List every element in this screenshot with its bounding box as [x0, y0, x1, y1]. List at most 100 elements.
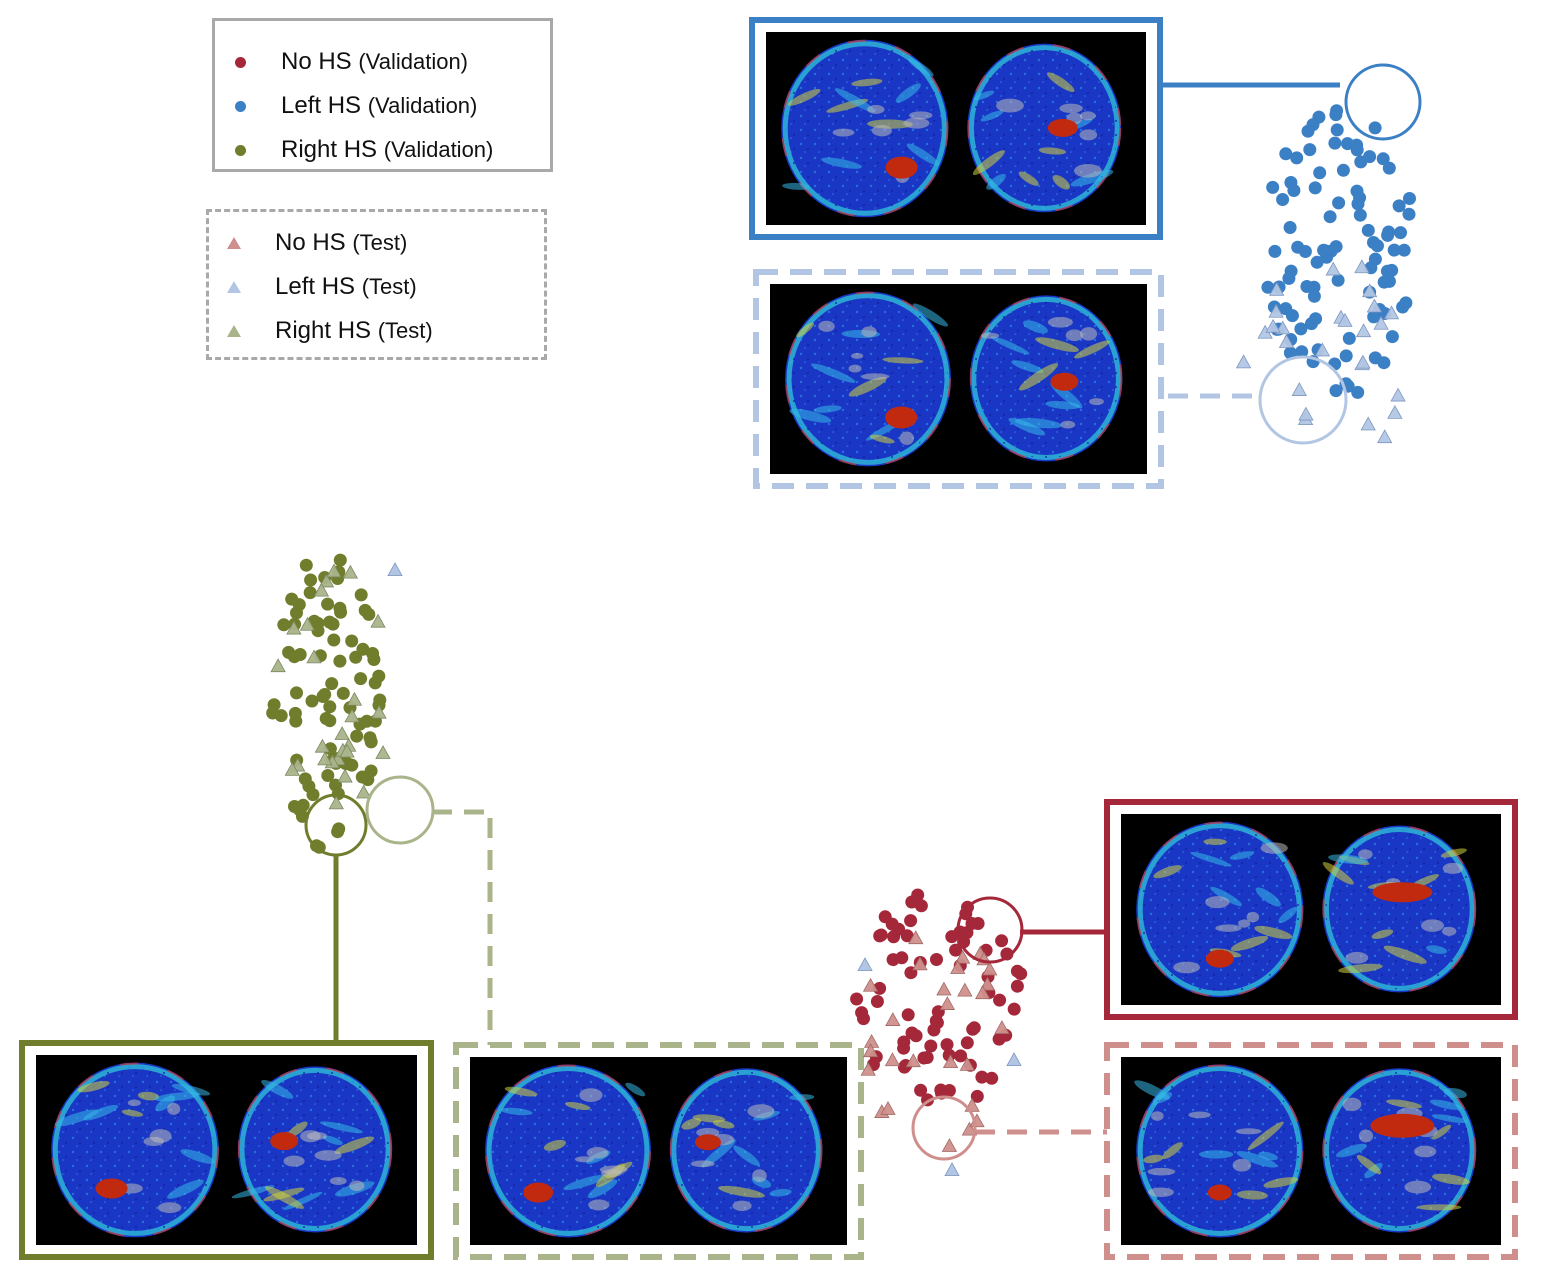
test-point	[317, 751, 333, 766]
validation-point	[1310, 255, 1324, 269]
test-point	[346, 691, 363, 706]
validation-point	[304, 573, 318, 587]
validation-point	[1361, 223, 1375, 237]
test-point	[1235, 354, 1252, 369]
validation-point	[1010, 964, 1024, 978]
validation-point	[1295, 345, 1309, 359]
validation-point	[277, 618, 291, 632]
test-point	[1269, 281, 1285, 296]
validation-point	[296, 798, 310, 812]
test-point	[1268, 303, 1284, 318]
validation-point	[299, 558, 313, 572]
test-point	[314, 738, 331, 753]
validation-point	[1382, 225, 1396, 239]
test-point	[1361, 283, 1378, 298]
validation-point	[1392, 199, 1406, 213]
test-point	[1366, 298, 1383, 313]
validation-point	[1317, 243, 1331, 257]
test-point	[334, 726, 350, 740]
test-point	[270, 658, 286, 673]
legend-item-left-hs-test: Left HS (Test)	[223, 272, 417, 302]
validation-point	[1279, 147, 1293, 161]
coronal-slice	[785, 291, 951, 467]
validation-point	[1353, 208, 1367, 222]
validation-point	[333, 553, 347, 567]
axial-slice	[231, 1066, 393, 1233]
validation-point	[1385, 263, 1399, 277]
validation-point	[1305, 317, 1318, 331]
validation-point	[930, 953, 943, 966]
validation-point	[305, 694, 319, 708]
legend-sublabel: (Test)	[361, 274, 417, 299]
validation-point	[358, 603, 372, 617]
validation-point	[366, 647, 380, 660]
validation-point	[1350, 138, 1364, 152]
validation-point	[1376, 152, 1390, 166]
validation-point	[285, 592, 299, 606]
dot-marker-icon	[229, 139, 251, 161]
validation-point	[1308, 181, 1322, 195]
dot-marker-icon	[229, 95, 251, 117]
test-point	[939, 996, 956, 1010]
test-point	[880, 1100, 896, 1115]
triangle-marker-icon	[223, 232, 245, 254]
validation-point	[327, 633, 341, 647]
test-point	[1314, 342, 1331, 357]
test-point	[1006, 1052, 1022, 1066]
validation-point	[1336, 163, 1350, 177]
validation-point	[1283, 346, 1297, 360]
test-point	[862, 1043, 879, 1058]
legend-sublabel: (Test)	[352, 230, 408, 255]
validation-point	[345, 634, 359, 648]
test-point	[954, 949, 971, 964]
validation-point	[1332, 196, 1346, 210]
highlight-circle	[956, 896, 1024, 964]
validation-point	[1351, 197, 1365, 211]
validation-point	[290, 606, 303, 620]
validation-point	[1268, 244, 1282, 258]
mri-panels	[19, 17, 1518, 1260]
validation-point	[321, 769, 335, 782]
validation-point	[965, 917, 979, 930]
validation-point	[1339, 349, 1353, 363]
test-point	[885, 1012, 901, 1026]
test-point	[1387, 404, 1403, 419]
validation-point	[325, 677, 339, 691]
legend-label: No HS	[281, 48, 352, 75]
test-point	[905, 1053, 921, 1068]
validation-point	[372, 669, 386, 683]
validation-point	[1367, 236, 1380, 249]
validation-point	[924, 1039, 938, 1053]
test-point	[370, 613, 386, 628]
test-point	[957, 982, 973, 997]
test-point	[950, 960, 966, 974]
validation-point	[975, 1070, 989, 1084]
test-point	[941, 1138, 958, 1152]
legend-label: Right HS	[281, 136, 378, 163]
validation-point	[960, 1036, 974, 1050]
legend-sublabel: (Validation)	[358, 49, 469, 74]
test-point	[994, 1020, 1010, 1034]
test-point	[387, 562, 403, 576]
validation-point	[354, 672, 368, 686]
validation-point	[1284, 264, 1298, 278]
test-point	[974, 985, 991, 1000]
legend-item-left-hs-validation: Left HS (Validation)	[229, 91, 477, 121]
validation-point	[1396, 300, 1410, 314]
validation-point	[1276, 193, 1290, 206]
validation-point	[967, 1021, 981, 1035]
legend-item-right-hs-test: Right HS (Test)	[223, 316, 433, 346]
validation-point	[985, 1071, 999, 1085]
validation-point	[336, 686, 350, 700]
test-point	[375, 745, 391, 759]
validation-point	[885, 917, 899, 931]
validation-point	[945, 930, 959, 944]
test-point	[1383, 305, 1400, 320]
axial-slice	[967, 43, 1122, 213]
validation-point	[356, 642, 370, 656]
validation-point	[290, 686, 303, 700]
legend-label: Left HS	[275, 273, 356, 300]
validation-point	[274, 709, 288, 723]
validation-point	[1402, 207, 1416, 221]
